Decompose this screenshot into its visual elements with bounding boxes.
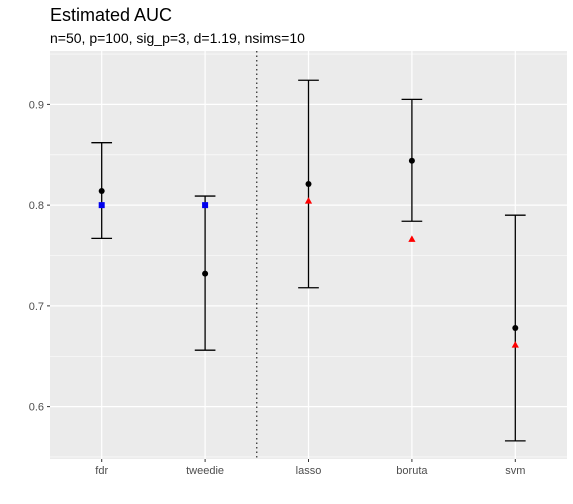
estimate-point (305, 180, 312, 187)
y-tick-label: 0.7 (29, 301, 44, 313)
y-tick-label: 0.6 (29, 402, 44, 414)
reference-square-point (98, 202, 105, 209)
reference-triangle-point (304, 197, 313, 204)
reference-triangle-point (511, 341, 519, 348)
x-tick-label: fdr (95, 465, 108, 477)
estimate-point (202, 270, 209, 277)
x-tick-label: lasso (296, 465, 322, 477)
chart-title: Estimated AUC (50, 5, 172, 25)
y-tick-label: 0.9 (29, 99, 44, 111)
axis-layer: 0.6 0.7 0.8 0.9 fdr tweedie lasso boruta svm (29, 99, 526, 477)
y-tick-label: 0.8 (29, 200, 44, 212)
mark-layer (91, 51, 526, 459)
reference-square-point (202, 202, 209, 209)
chart-subtitle: n=50, p=100, sig_p=3, d=1.19, nsims=10 (50, 30, 305, 46)
x-tick-label: svm (505, 465, 525, 477)
estimate-point (512, 325, 519, 332)
x-tick-label: tweedie (186, 465, 224, 477)
estimate-point (98, 188, 105, 195)
estimate-point (408, 157, 415, 164)
reference-triangle-point (408, 235, 416, 242)
x-tick-label: boruta (396, 465, 428, 477)
